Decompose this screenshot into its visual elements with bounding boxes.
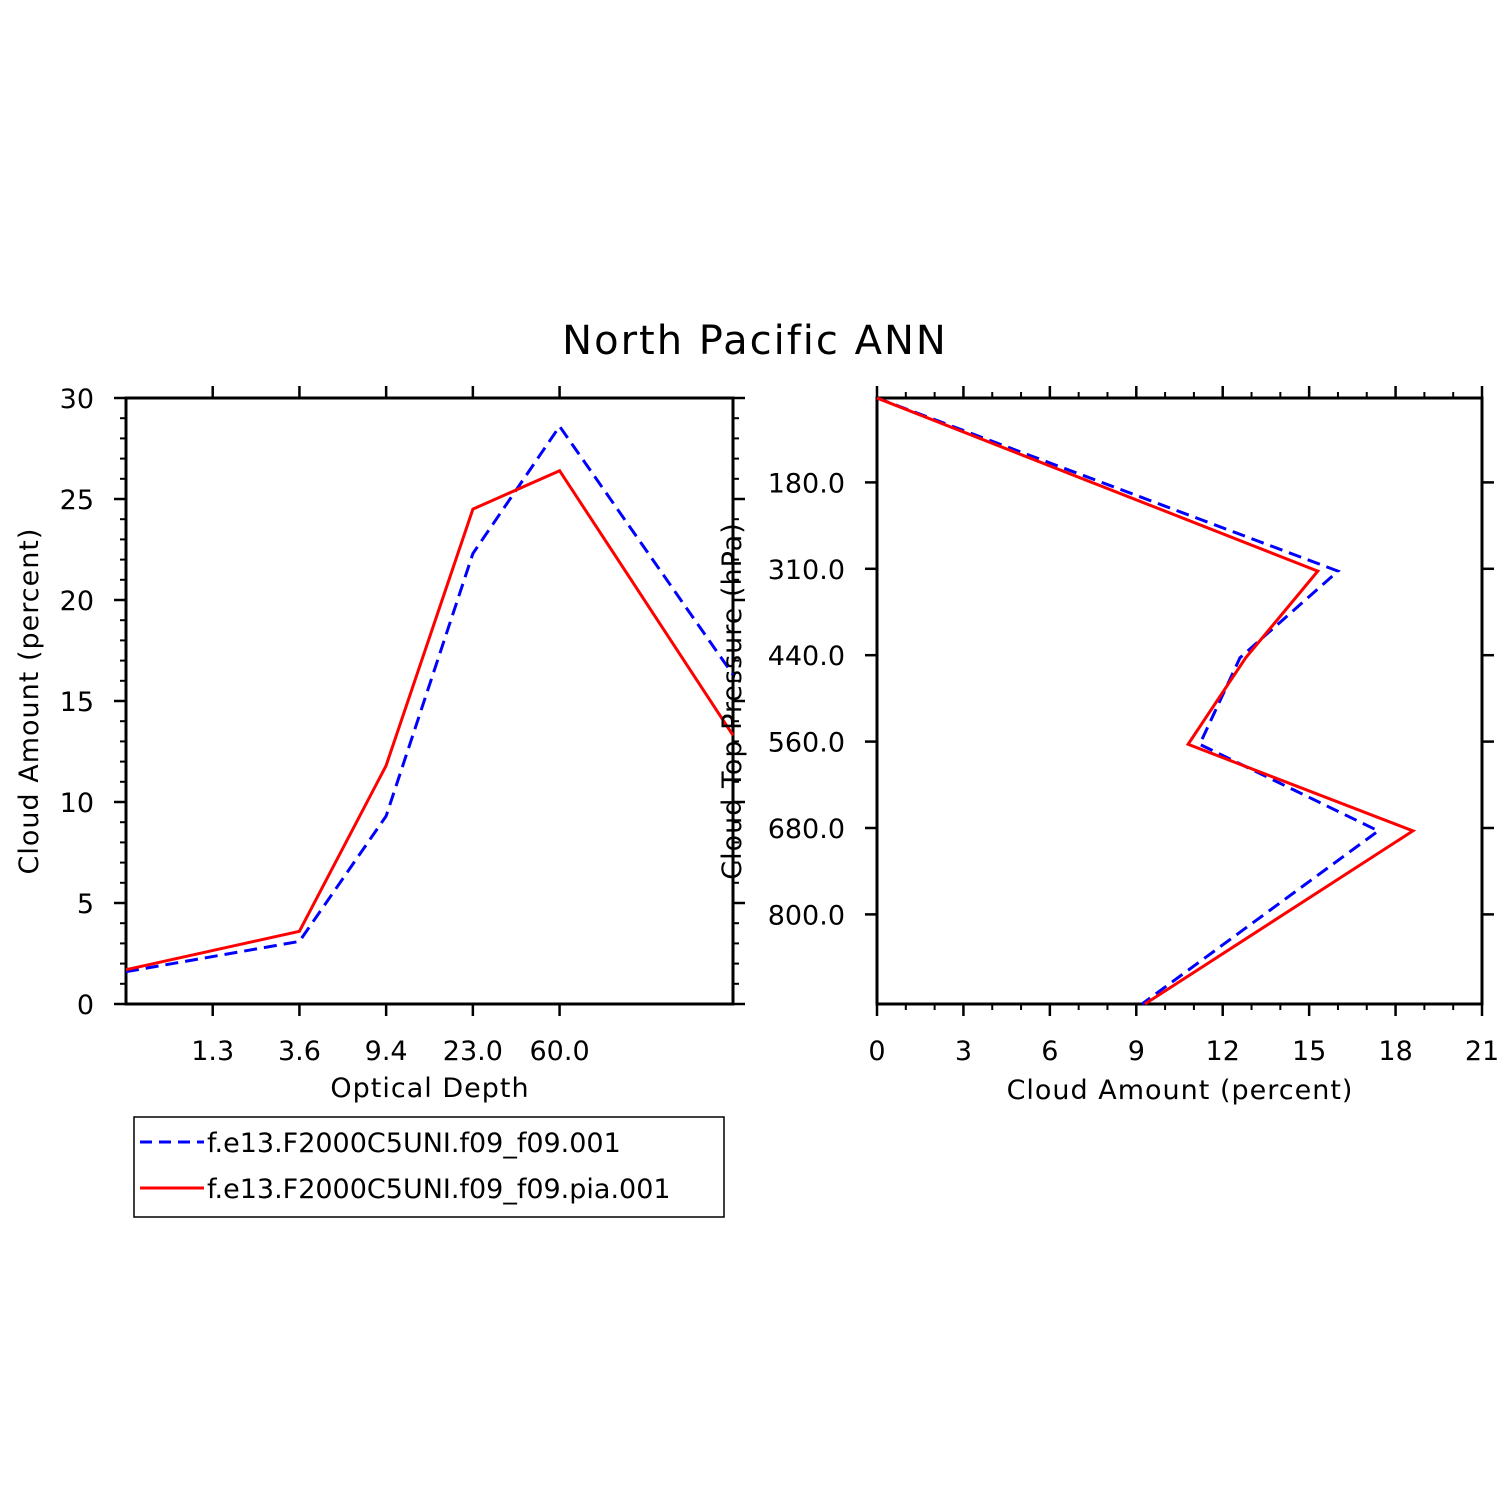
series-line-2: [125, 468, 735, 972]
figure-title: North Pacific ANN: [562, 318, 948, 364]
y-tick-label: 680.0: [768, 814, 845, 845]
right-series: [876, 396, 1417, 1006]
right-chart: 0 3 6 9 12 15 18 21 180.0 310.0 440.0 560.0 680.0 800…: [717, 386, 1499, 1106]
y-tick-label: 20: [60, 586, 94, 617]
right-y-axis-label: Cloud Top Pressure (hPa): [717, 522, 748, 880]
left-chart: 1.3 3.6 9.4 23.0 60.0 0 5 10 15 20 25 30 Optical De…: [14, 384, 745, 1104]
y-tick-label: 560.0: [768, 728, 845, 759]
series-line-2: [876, 396, 1417, 1006]
right-x-axis-label: Cloud Amount (percent): [1007, 1075, 1354, 1106]
y-tick-label: 180.0: [768, 468, 845, 499]
x-tick-label: 15: [1292, 1036, 1326, 1067]
y-tick-label: 10: [60, 788, 94, 819]
left-x-axis-label: Optical Depth: [330, 1073, 529, 1104]
legend-box: [133, 1116, 725, 1218]
y-tick-label: 800.0: [768, 900, 845, 931]
x-tick-label: 3.6: [278, 1036, 321, 1067]
y-tick-label: 5: [77, 889, 94, 920]
right-plot-frame: [875, 396, 1484, 1006]
x-tick-label: 60.0: [530, 1036, 590, 1067]
y-tick-label: 440.0: [768, 641, 845, 672]
left-plot-frame: [124, 396, 735, 1006]
legend-label-2: f.e13.F2000C5UNI.f09_f09.pia.001: [207, 1174, 671, 1205]
left-series: [125, 423, 735, 974]
x-tick-label: 6: [1041, 1036, 1058, 1067]
x-tick-label: 9: [1128, 1036, 1145, 1067]
y-tick-label: 25: [60, 485, 94, 516]
x-tick-label: 18: [1378, 1036, 1412, 1067]
y-tick-label: 0: [77, 990, 94, 1021]
y-tick-label: 30: [60, 384, 94, 415]
x-tick-label: 21: [1465, 1036, 1499, 1067]
x-tick-label: 0: [868, 1036, 885, 1067]
x-tick-label: 3: [955, 1036, 972, 1067]
left-ticks: 1.3 3.6 9.4 23.0 60.0 0 5 10 15 20 25 30: [60, 384, 745, 1067]
y-tick-label: 15: [60, 687, 94, 718]
y-tick-label: 310.0: [768, 555, 845, 586]
series-line-1: [125, 423, 735, 974]
left-y-axis-label: Cloud Amount (percent): [14, 528, 45, 875]
right-ticks: 0 3 6 9 12 15 18 21 180.0 310.0 440.0 560.0 680.0 800…: [768, 386, 1499, 1067]
legend: f.e13.F2000C5UNI.f09_f09.001 f.e13.F2000…: [133, 1116, 725, 1218]
x-tick-label: 1.3: [191, 1036, 234, 1067]
legend-label-1: f.e13.F2000C5UNI.f09_f09.001: [207, 1128, 621, 1159]
x-tick-label: 9.4: [365, 1036, 408, 1067]
x-tick-label: 23.0: [443, 1036, 503, 1067]
x-tick-label: 12: [1206, 1036, 1240, 1067]
series-line-1: [876, 396, 1382, 1006]
